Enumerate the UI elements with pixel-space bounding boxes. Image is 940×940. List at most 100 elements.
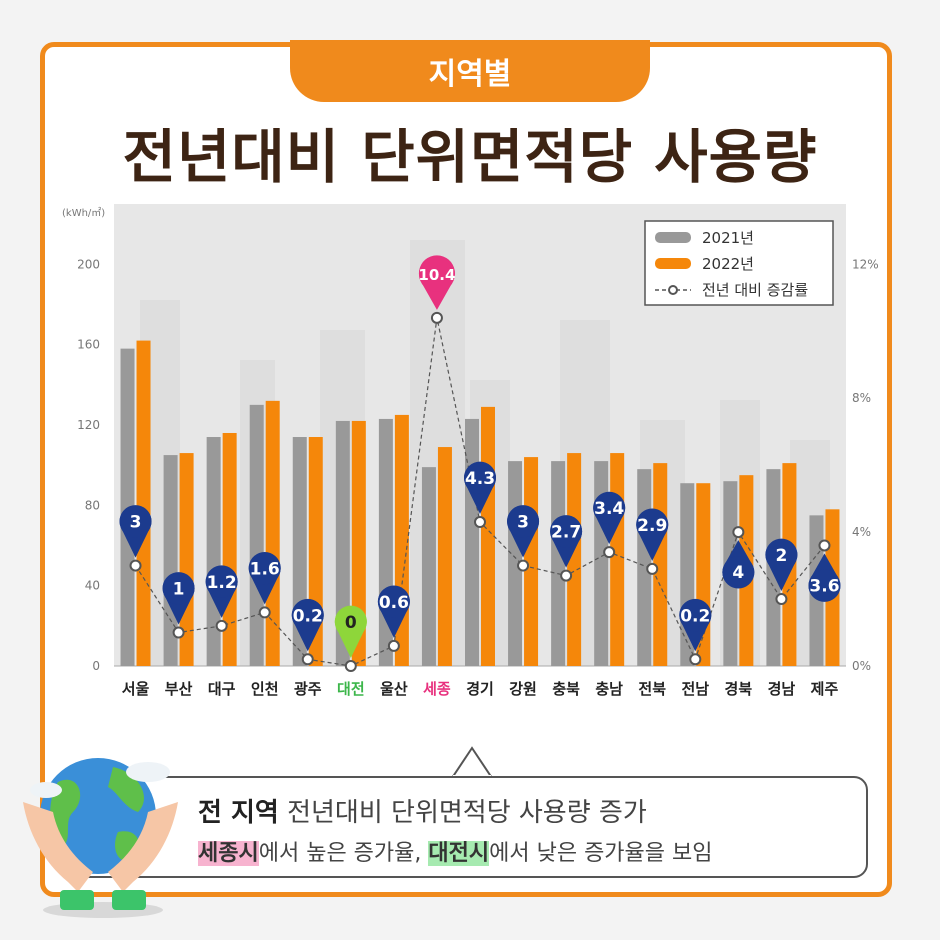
- rate-pin-head: [550, 515, 583, 548]
- rate-data-label: 1.2: [207, 573, 237, 593]
- rate-data-label: 10.4: [418, 266, 455, 284]
- bar-2022: [351, 420, 366, 666]
- rate-point: [301, 653, 314, 666]
- rate-pin-head: [119, 505, 152, 538]
- y-tick-label: 80: [85, 498, 100, 512]
- bar-2022: [481, 406, 495, 666]
- skyline-building-3: [410, 240, 465, 666]
- rate-point: [387, 639, 400, 652]
- y-tick-label: 120: [77, 418, 100, 432]
- y-tick-label: 0: [92, 659, 100, 673]
- x-tick-label: 충북: [552, 680, 580, 698]
- rate-data-label: 3.4: [594, 499, 624, 519]
- x-tick-label: 충남: [595, 680, 623, 698]
- bar-2022: [610, 453, 625, 666]
- x-tick-label: 세종: [423, 680, 451, 698]
- rate-point: [215, 619, 228, 632]
- rate-pin-head: [334, 606, 367, 638]
- bar-2021: [421, 467, 436, 666]
- bar-2022: [136, 340, 151, 666]
- rate-pin-head: [418, 255, 455, 292]
- x-tick-label: 울산: [380, 680, 408, 698]
- rate-data-label: 1.6: [250, 559, 280, 579]
- summary-bold: 전 지역: [198, 798, 279, 828]
- legend-label-2022: 2022년: [702, 255, 754, 273]
- rate-point: [258, 606, 271, 619]
- rate-pin-head: [808, 569, 841, 602]
- y-tick-label: 200: [77, 257, 100, 271]
- rate-pin-head: [248, 552, 281, 585]
- bar-2022: [265, 400, 280, 666]
- rate-data-label: 3: [517, 513, 529, 533]
- bar-2022: [567, 453, 582, 666]
- bar-2021: [206, 437, 221, 666]
- y-tick-label: 160: [77, 338, 100, 352]
- rate-pin-head: [464, 462, 496, 495]
- y-tick-label: 40: [85, 579, 100, 593]
- rate-point: [344, 660, 357, 672]
- rate-point: [560, 569, 573, 582]
- rate-data-label: 0.2: [293, 606, 323, 626]
- rate-pin-head: [291, 599, 324, 632]
- legend-swatch-2021: [655, 232, 691, 243]
- rate-point: [646, 562, 659, 575]
- summary-line-2: 세종시에서 높은 증가율, 대전시에서 낮은 증가율을 보임: [198, 835, 713, 867]
- bar-2021: [465, 418, 479, 666]
- legend-point-rate: [668, 285, 678, 295]
- rate-pin-head: [679, 599, 712, 632]
- rate-data-label: 3.6: [809, 576, 839, 596]
- summary-end: 에서 낮은 증가율을 보임: [489, 841, 713, 866]
- rate-data-label: 2: [775, 546, 787, 566]
- summary-rest: 전년대비 단위면적당 사용량 증가: [278, 798, 647, 828]
- x-tick-label: 인천: [251, 680, 279, 698]
- rate-point: [603, 546, 616, 559]
- bar-2021: [551, 461, 566, 666]
- x-tick-label: 제주: [811, 680, 839, 698]
- bar-2021: [335, 420, 350, 666]
- bar-2021: [249, 404, 264, 666]
- rate-data-label: 3: [130, 513, 142, 533]
- x-tick-label: 대전: [337, 680, 365, 698]
- bar-2021: [594, 461, 609, 666]
- y2-tick-label: 0%: [852, 659, 871, 673]
- rate-pin-head: [636, 508, 669, 541]
- rate-pin-head: [377, 585, 410, 618]
- x-tick-label: 전북: [638, 680, 666, 698]
- rate-point: [732, 526, 745, 539]
- rate-data-label: 0.2: [680, 606, 710, 626]
- y2-tick-label: 8%: [852, 391, 871, 405]
- legend-label-rate: 전년 대비 증감률: [702, 281, 808, 299]
- rate-pin-head: [722, 556, 755, 589]
- rate-data-label: 4: [732, 563, 744, 583]
- y2-tick-label: 4%: [852, 525, 871, 539]
- summary-line-1: 전 지역 전년대비 단위면적당 사용량 증가: [198, 792, 647, 829]
- rate-data-label: 0.6: [379, 593, 409, 613]
- x-tick-label: 경북: [725, 680, 753, 698]
- rate-data-label: 2.9: [637, 516, 667, 536]
- x-tick-label: 광주: [294, 680, 322, 698]
- y-unit-label: (kWh/㎡): [62, 207, 105, 219]
- bar-2022: [437, 447, 452, 666]
- legend-swatch-2022: [655, 258, 691, 269]
- x-tick-label: 경남: [768, 680, 796, 698]
- rate-pin-head: [205, 565, 238, 598]
- callout-pointer: [452, 746, 492, 778]
- rate-pin-head: [162, 572, 195, 605]
- y2-tick-label: 12%: [852, 257, 879, 271]
- summary-mid: 에서 높은 증가율,: [258, 841, 429, 866]
- rate-point: [129, 559, 142, 572]
- page-title: 전년대비 단위면적당 사용량: [122, 123, 818, 191]
- rate-data-label: 0: [345, 613, 357, 633]
- sejong-highlight: 세종시: [198, 841, 259, 866]
- legend-label-2021: 2021년: [702, 229, 754, 247]
- rate-point: [818, 539, 831, 552]
- rate-point: [689, 653, 702, 666]
- rate-pin-head: [593, 492, 626, 525]
- rate-point: [430, 311, 443, 324]
- x-tick-label: 전남: [681, 680, 709, 698]
- rate-point: [517, 559, 530, 572]
- rate-pin-head: [765, 539, 798, 572]
- daejeon-highlight: 대전시: [428, 841, 490, 866]
- bar-2022: [222, 432, 237, 666]
